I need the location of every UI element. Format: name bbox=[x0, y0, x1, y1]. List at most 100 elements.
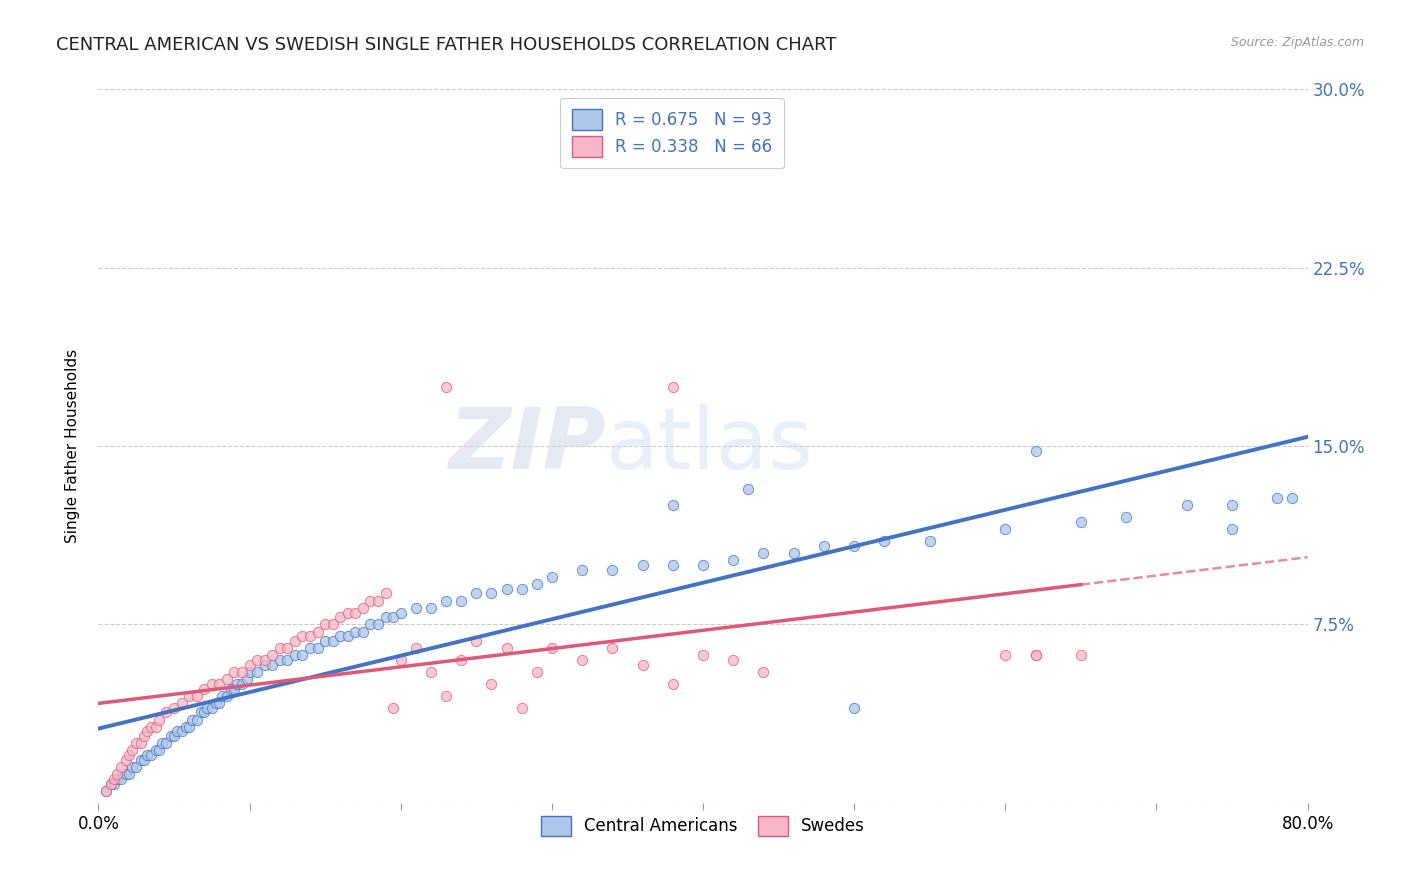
Point bbox=[114, 753, 136, 767]
Point bbox=[221, 681, 243, 696]
Point bbox=[661, 499, 683, 513]
Point bbox=[1115, 510, 1137, 524]
Point bbox=[344, 624, 367, 639]
Point bbox=[284, 648, 307, 663]
Point bbox=[262, 648, 284, 663]
Point bbox=[166, 724, 188, 739]
Point bbox=[155, 706, 177, 720]
Point bbox=[752, 546, 775, 560]
Point bbox=[246, 653, 269, 667]
Point bbox=[450, 593, 472, 607]
Point bbox=[994, 522, 1017, 536]
Point bbox=[526, 577, 548, 591]
Point bbox=[179, 689, 201, 703]
Point bbox=[160, 729, 183, 743]
Point bbox=[382, 610, 405, 624]
Point bbox=[352, 624, 374, 639]
Point bbox=[284, 634, 307, 648]
Point bbox=[1281, 491, 1303, 506]
Point bbox=[481, 677, 503, 691]
Point bbox=[314, 617, 336, 632]
Point bbox=[526, 665, 548, 679]
Point bbox=[420, 600, 443, 615]
Point bbox=[481, 586, 503, 600]
Point bbox=[405, 641, 427, 656]
Point bbox=[103, 772, 125, 786]
Point bbox=[129, 753, 152, 767]
Point bbox=[269, 653, 291, 667]
Point bbox=[352, 600, 374, 615]
Point bbox=[103, 777, 125, 791]
Point bbox=[148, 743, 170, 757]
Point bbox=[1220, 499, 1243, 513]
Point bbox=[661, 677, 683, 691]
Point bbox=[125, 736, 148, 750]
Point bbox=[201, 700, 224, 714]
Point bbox=[374, 586, 396, 600]
Point bbox=[322, 634, 344, 648]
Point bbox=[631, 558, 654, 572]
Point bbox=[141, 748, 163, 763]
Point bbox=[329, 629, 352, 643]
Point bbox=[783, 546, 806, 560]
Point bbox=[186, 689, 208, 703]
Point bbox=[215, 672, 238, 686]
Point bbox=[253, 653, 276, 667]
Point bbox=[723, 653, 745, 667]
Point bbox=[540, 570, 562, 584]
Point bbox=[224, 681, 246, 696]
Point bbox=[170, 696, 193, 710]
Point bbox=[510, 582, 533, 596]
Point bbox=[405, 600, 427, 615]
Point bbox=[110, 772, 132, 786]
Point bbox=[336, 606, 359, 620]
Point bbox=[145, 743, 167, 757]
Point bbox=[1070, 515, 1092, 529]
Point bbox=[226, 677, 249, 691]
Point bbox=[389, 606, 412, 620]
Point bbox=[307, 641, 329, 656]
Point bbox=[844, 539, 866, 553]
Point bbox=[269, 641, 291, 656]
Point bbox=[148, 713, 170, 727]
Point bbox=[155, 736, 177, 750]
Point bbox=[465, 634, 488, 648]
Point bbox=[132, 729, 155, 743]
Point bbox=[231, 677, 253, 691]
Point bbox=[571, 653, 593, 667]
Point bbox=[994, 648, 1017, 663]
Point bbox=[121, 760, 143, 774]
Point bbox=[118, 748, 141, 763]
Point bbox=[193, 681, 215, 696]
Point bbox=[181, 713, 204, 727]
Point bbox=[163, 700, 186, 714]
Point bbox=[129, 736, 152, 750]
Point bbox=[100, 777, 122, 791]
Point bbox=[1024, 648, 1046, 663]
Y-axis label: Single Father Households: Single Father Households bbox=[65, 349, 80, 543]
Point bbox=[661, 379, 683, 393]
Point bbox=[110, 760, 132, 774]
Point bbox=[510, 700, 533, 714]
Point bbox=[195, 700, 218, 714]
Point bbox=[179, 720, 201, 734]
Point bbox=[291, 648, 314, 663]
Point bbox=[141, 720, 163, 734]
Point bbox=[100, 777, 122, 791]
Point bbox=[208, 677, 231, 691]
Point bbox=[190, 706, 212, 720]
Point bbox=[132, 753, 155, 767]
Point bbox=[434, 379, 457, 393]
Point bbox=[1220, 522, 1243, 536]
Point bbox=[329, 610, 352, 624]
Point bbox=[367, 593, 389, 607]
Point bbox=[1024, 648, 1046, 663]
Point bbox=[420, 665, 443, 679]
Point bbox=[299, 629, 322, 643]
Legend: Central Americans, Swedes: Central Americans, Swedes bbox=[533, 807, 873, 845]
Point bbox=[540, 641, 562, 656]
Point bbox=[752, 665, 775, 679]
Point bbox=[873, 534, 896, 549]
Point bbox=[135, 724, 157, 739]
Point bbox=[193, 706, 215, 720]
